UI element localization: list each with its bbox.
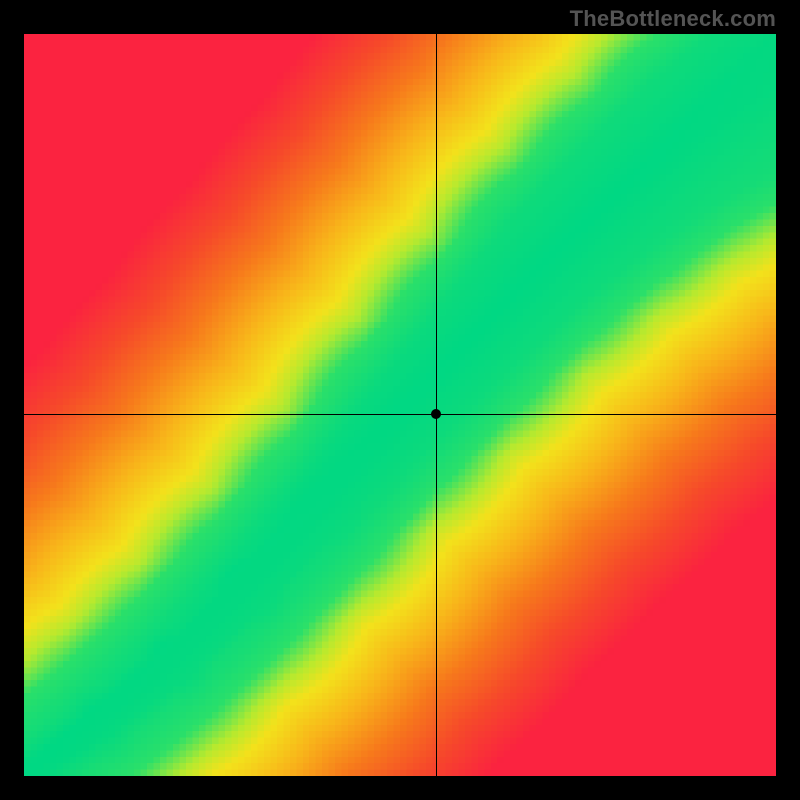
- watermark-text: TheBottleneck.com: [570, 6, 776, 32]
- heatmap-canvas: [24, 34, 776, 776]
- crosshair-horizontal: [24, 414, 776, 415]
- crosshair-marker: [431, 409, 441, 419]
- crosshair-vertical: [436, 34, 437, 776]
- heatmap-chart: { "type": "heatmap", "watermark": "TheBo…: [0, 0, 800, 800]
